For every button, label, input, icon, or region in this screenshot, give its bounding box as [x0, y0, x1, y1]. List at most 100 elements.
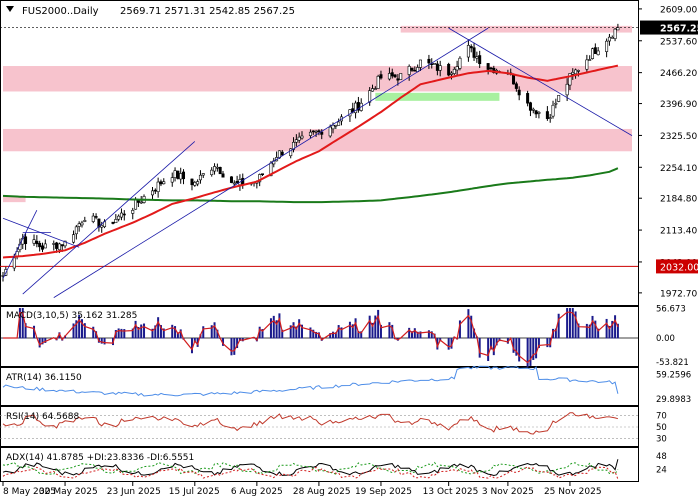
candle-body [57, 243, 61, 251]
price-tick-label: 2396.90 [660, 100, 697, 110]
macd-bar [608, 325, 611, 339]
macd-bar [470, 315, 473, 339]
candle-body [193, 182, 197, 186]
macd-bar [616, 323, 619, 339]
candle-body [469, 46, 473, 49]
macd-bar [21, 308, 24, 339]
candle-body [72, 234, 76, 243]
macd-bar [233, 338, 236, 355]
price-tick-label: 2466.20 [660, 69, 697, 79]
candle-body [94, 216, 98, 218]
atr-tick-label: 59.2596 [656, 370, 691, 380]
rsi-panel[interactable] [0, 406, 639, 447]
candle-body [111, 221, 115, 224]
macd-bar [131, 328, 134, 339]
macd-bar [368, 315, 371, 339]
macd-bar [80, 319, 83, 339]
macd-bar [216, 329, 219, 339]
macd-bar [605, 318, 608, 339]
macd-bar [117, 328, 120, 339]
macd-bar [210, 325, 213, 339]
macd-bar [18, 308, 21, 339]
atr-plot: 59.2596 29.8983 [2, 365, 691, 405]
rsi-tick-label: 30 [656, 434, 667, 444]
candle-body [260, 173, 264, 176]
adx-tick-label: 24 [656, 465, 667, 475]
candle-body [221, 173, 225, 178]
candle-body [229, 176, 233, 183]
macd-bar [458, 320, 461, 339]
candle-body [80, 222, 84, 226]
candle-body [593, 47, 597, 54]
macd-bar [467, 309, 470, 339]
macd-bar [162, 328, 165, 339]
candle-body [196, 181, 200, 185]
macd-bar [360, 331, 363, 339]
macd-bar [41, 338, 44, 345]
time-tick-label: 23 Jun 2025 [107, 487, 161, 497]
candle-body [24, 236, 28, 245]
candle-body [52, 243, 56, 245]
candle-body [466, 45, 470, 58]
macd-bar [515, 338, 518, 356]
candle-body [289, 148, 293, 157]
candle-body [134, 199, 138, 210]
price-panel[interactable] [0, 0, 639, 306]
current-price-label: 2567.25 [660, 24, 700, 35]
candle-body [317, 130, 321, 132]
candle-body [215, 166, 219, 169]
price-tick-label: 2609.00 [660, 5, 697, 15]
axes: 2609.00 2537.60 2466.20 2396.90 2325.50 2254.… [2, 5, 700, 497]
macd-plot: 56.673 0.00 -53.821 [0, 305, 689, 368]
price-tick-label: 2537.60 [660, 37, 697, 47]
macd-bar [114, 330, 117, 339]
candle-body [40, 245, 44, 250]
macd-bar [75, 320, 78, 339]
macd-bar [154, 325, 157, 339]
candle-body [607, 36, 611, 42]
support-zone [375, 92, 500, 101]
candle-body [136, 200, 140, 203]
macd-bar [213, 322, 216, 339]
macd-bar [236, 338, 239, 349]
macd-bar [176, 332, 179, 339]
candle-body [435, 63, 439, 71]
macd-bar [391, 324, 394, 339]
macd-bar [312, 329, 315, 339]
macd-bar [340, 327, 343, 339]
candle-body [320, 131, 324, 135]
macd-bar [568, 308, 571, 339]
candle-body [396, 78, 400, 81]
time-tick-label: 15 Jul 2025 [169, 487, 220, 497]
candle-body [571, 72, 575, 75]
candle-body [300, 135, 304, 139]
candle-body [117, 215, 121, 220]
trendline [2, 209, 38, 279]
candle-body [176, 170, 180, 179]
macd-bar [295, 326, 298, 339]
candle-body [131, 209, 135, 214]
candle-body [63, 240, 67, 247]
candle-body [60, 244, 64, 247]
candle-body [427, 58, 431, 64]
collapse-arrow-icon[interactable] [6, 6, 14, 12]
macd-bar [537, 338, 540, 348]
candle-body [232, 182, 236, 185]
resistance-zone [3, 66, 632, 92]
macd-tick-label: -53.821 [656, 358, 689, 368]
candle-body [548, 117, 552, 119]
candle-body [292, 141, 296, 150]
macd-bar [436, 338, 439, 350]
candle-body [410, 67, 414, 71]
candle-body [514, 83, 518, 89]
macd-bar [202, 326, 205, 339]
candle-body [512, 74, 516, 85]
macd-bar [281, 329, 284, 339]
macd-bar [83, 323, 86, 339]
candle-body [218, 166, 222, 175]
candle-body [308, 131, 312, 136]
candle-body [190, 178, 194, 186]
candle-body [235, 181, 239, 184]
macd-bar [137, 327, 140, 339]
